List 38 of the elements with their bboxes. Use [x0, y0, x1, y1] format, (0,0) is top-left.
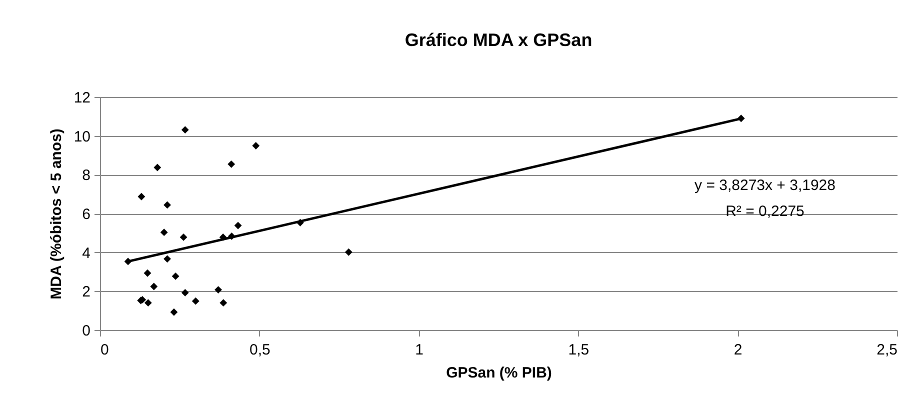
- x-tick-label: 0,5: [249, 342, 270, 358]
- point: [154, 164, 162, 172]
- x-tick-label: 0: [100, 342, 109, 358]
- point: [180, 233, 188, 241]
- point: [192, 297, 200, 305]
- y-tick-label: 0: [82, 322, 90, 340]
- x-axis-title: GPSan (% PIB): [446, 364, 552, 382]
- y-tick-label: 8: [82, 167, 90, 184]
- point: [150, 282, 158, 290]
- annotation: R² = 0,2275: [726, 203, 804, 220]
- point: [160, 228, 168, 236]
- point: [234, 222, 242, 230]
- x-tick-label: 1,5: [568, 342, 590, 358]
- annotation: y = 3,8273x + 3,1928: [694, 177, 836, 194]
- y-tick-label: 10: [74, 128, 90, 146]
- x-tick-label: 2: [734, 342, 742, 358]
- point: [138, 192, 146, 200]
- point: [252, 142, 260, 150]
- point: [164, 201, 171, 209]
- x-tick-label: 1: [415, 342, 424, 358]
- point: [228, 160, 236, 168]
- y-tick-label: 6: [82, 206, 90, 223]
- point: [220, 299, 228, 307]
- y-tick-label: 4: [82, 244, 90, 262]
- y-tick-label: 2: [82, 284, 90, 301]
- chart-title: Gráfico MDA x GPSan: [404, 30, 592, 50]
- point: [344, 248, 352, 256]
- point: [214, 286, 222, 294]
- y-axis-title: MDA (%óbitos < 5 anos): [48, 128, 65, 300]
- point: [144, 269, 152, 277]
- x-tick-label: 2,5: [876, 342, 898, 358]
- point: [144, 299, 152, 307]
- y-tick-label: 12: [74, 90, 90, 106]
- point: [181, 126, 189, 134]
- point: [164, 255, 171, 263]
- point: [181, 289, 189, 296]
- point: [172, 272, 180, 280]
- point: [170, 308, 178, 316]
